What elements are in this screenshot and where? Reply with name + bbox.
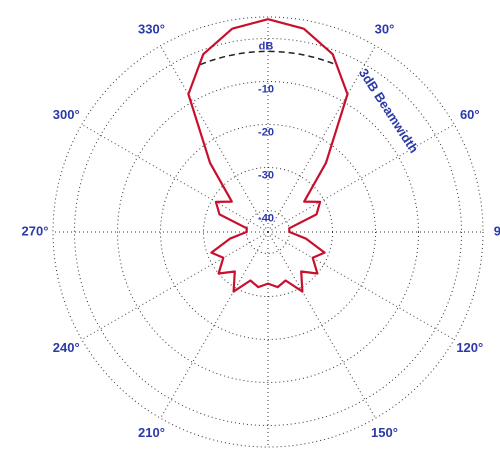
r-tick-label: -20 xyxy=(258,126,274,138)
outer-circle xyxy=(52,16,484,448)
beamwidth-arc xyxy=(200,50,336,66)
theta-tick-label: 330° xyxy=(138,22,165,37)
spoke xyxy=(81,124,269,233)
r-tick-label: -10 xyxy=(258,83,274,95)
grid-circle xyxy=(203,167,333,297)
spoke xyxy=(267,124,455,233)
grid-circle xyxy=(74,38,462,426)
spoke xyxy=(81,231,269,340)
r-tick-label: -40 xyxy=(258,212,274,224)
theta-tick-label: 210° xyxy=(138,425,165,440)
r-tick-label: -30 xyxy=(258,169,274,181)
spoke xyxy=(160,45,269,233)
theta-tick-label: 90 xyxy=(494,223,500,238)
theta-tick-label: 150° xyxy=(371,425,398,440)
theta-tick-label: 300° xyxy=(53,107,80,122)
theta-tick-label: 270° xyxy=(22,223,49,238)
theta-tick-label: 30° xyxy=(375,22,395,37)
grid-circle xyxy=(160,124,376,340)
theta-tick-label: 240° xyxy=(53,340,80,355)
r-tick-label: dB xyxy=(259,40,274,52)
annotation: 3dB Beamwidth xyxy=(356,66,422,156)
theta-tick-label: 120° xyxy=(456,340,483,355)
pattern xyxy=(187,18,349,293)
grid-circle xyxy=(117,81,419,383)
theta-tick-label: 60° xyxy=(460,107,480,122)
